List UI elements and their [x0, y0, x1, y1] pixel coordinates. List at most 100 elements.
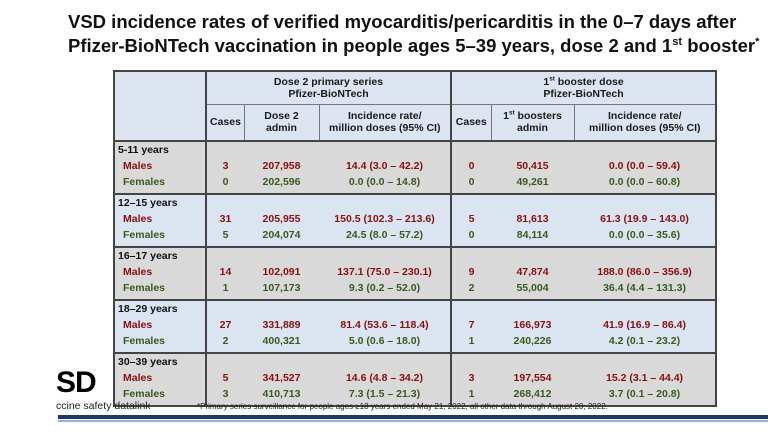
- cell: [244, 352, 319, 370]
- cell: 50,415: [491, 158, 575, 174]
- cell: [574, 246, 717, 264]
- title-text: Pfizer-BioNTech vaccination in people ag…: [68, 35, 673, 56]
- cell: 240,226: [491, 333, 575, 353]
- cell: 0.0 (0.0 – 59.4): [574, 158, 717, 174]
- cell: 102,091: [244, 264, 319, 280]
- cell: [450, 352, 492, 370]
- header-line: admin: [517, 122, 548, 135]
- cell: 400,321: [244, 333, 319, 353]
- cell: 107,173: [244, 280, 319, 300]
- header-line: Pfizer-BioNTech: [288, 87, 369, 100]
- cell: 5: [205, 370, 244, 386]
- cell: [205, 299, 244, 317]
- title-mark: *: [755, 35, 760, 48]
- cell: 0.0 (0.0 – 60.8): [574, 174, 717, 194]
- cell: 81.4 (53.6 – 118.4): [319, 317, 452, 333]
- data-row: Females 0 202,596 0.0 (0.0 – 14.8) 0 49,261 0.…: [114, 174, 717, 194]
- data-row: Females 5 204,074 24.5 (8.0 – 57.2) 0 84,114 0…: [114, 227, 717, 247]
- cell: 1: [205, 280, 244, 300]
- group-row: 30–39 years: [114, 352, 717, 370]
- group-header: 1st booster dose Pfizer-BioNTech: [450, 70, 717, 105]
- cell: 7: [450, 317, 492, 333]
- cell: 2: [450, 280, 492, 300]
- cell: 137.1 (75.0 – 230.1): [319, 264, 452, 280]
- header-line: admin: [266, 122, 297, 135]
- group-row: 16–17 years: [114, 246, 717, 264]
- group-header: Dose 2 primary series Pfizer-BioNTech: [204, 70, 452, 105]
- sex-label: Males: [114, 158, 206, 174]
- cell: 0: [450, 158, 492, 174]
- sex-label: Males: [114, 317, 206, 333]
- cell: [319, 352, 452, 370]
- header-text: Incidence rate/: [608, 110, 682, 123]
- cell: 3.7 (0.1 – 20.8): [574, 386, 717, 406]
- header-sup: st: [509, 109, 515, 117]
- cell: 0.0 (0.0 – 14.8): [319, 174, 452, 194]
- cell: 1: [450, 333, 492, 353]
- cell: [205, 193, 244, 211]
- cell: [244, 193, 319, 211]
- header-line: 1st booster dose: [455, 76, 712, 88]
- logo-mark: SD: [56, 366, 97, 399]
- cell: [450, 193, 492, 211]
- cell: 410,713: [244, 386, 319, 406]
- cell: 331,889: [244, 317, 319, 333]
- cell: 81,613: [491, 211, 575, 227]
- column-header: Cases: [205, 103, 245, 142]
- title-text: booster: [682, 35, 756, 56]
- group-label: 18–29 years: [114, 299, 206, 317]
- title-line: Pfizer-BioNTech vaccination in people ag…: [68, 34, 759, 58]
- header-line: Dose 2 primary series: [210, 76, 447, 88]
- cell: 7.3 (1.5 – 21.3): [319, 386, 452, 406]
- cell: 0: [205, 174, 244, 194]
- cell: [574, 140, 717, 158]
- header-line: Dose 2: [248, 110, 316, 122]
- cell: [491, 193, 575, 211]
- header-line: Incidence rate/: [578, 110, 713, 122]
- cell: [450, 299, 492, 317]
- column-header: Incidence rate/million doses (95% CI): [318, 103, 452, 142]
- cell: [491, 352, 575, 370]
- cell: 207,958: [244, 158, 319, 174]
- cell: 204,074: [244, 227, 319, 247]
- cell: 1: [450, 386, 492, 406]
- cell: 24.5 (8.0 – 57.2): [319, 227, 452, 247]
- column-header: Cases: [450, 103, 492, 142]
- cell: [205, 246, 244, 264]
- header-text: Incidence rate/: [347, 110, 422, 123]
- data-row: Males 5 341,527 14.6 (4.8 – 34.2) 3 197,554 15…: [114, 370, 717, 386]
- data-row: Males 3 207,958 14.4 (3.0 – 42.2) 0 50,415 0.0…: [114, 158, 717, 174]
- cell: [450, 246, 492, 264]
- group-label: 5-11 years: [114, 140, 206, 158]
- header-line: 1st boosters: [495, 110, 571, 122]
- cell: [574, 299, 717, 317]
- cell: 3: [205, 386, 244, 406]
- cell: 0: [450, 174, 492, 194]
- group-row: 5-11 years: [114, 140, 717, 158]
- footnote: *Primary series surveillance for people …: [197, 402, 608, 411]
- cell: 15.2 (3.1 – 44.4): [574, 370, 717, 386]
- group-row: 12–15 years: [114, 193, 717, 211]
- cell: 9.3 (0.2 – 52.0): [319, 280, 452, 300]
- incidence-table: Dose 2 primary series Pfizer-BioNTech 1st …: [113, 70, 718, 407]
- cell: 84,114: [491, 227, 575, 247]
- cell: 27: [205, 317, 244, 333]
- title-line: VSD incidence rates of verified myocardi…: [68, 11, 737, 32]
- cell: 202,596: [244, 174, 319, 194]
- cell: 0: [450, 227, 492, 247]
- group-label: 16–17 years: [114, 246, 206, 264]
- data-row: Males 27 331,889 81.4 (53.6 – 118.4) 7 166,97…: [114, 317, 717, 333]
- cell: [244, 246, 319, 264]
- header-text: Dose 2: [264, 110, 299, 123]
- cell: 205,955: [244, 211, 319, 227]
- cell: [319, 246, 452, 264]
- cell: 150.5 (102.3 – 213.6): [319, 211, 452, 227]
- cell: [491, 140, 575, 158]
- data-row: Females 1 107,173 9.3 (0.2 – 52.0) 2 55,004 36…: [114, 280, 717, 300]
- cell: [574, 352, 717, 370]
- cell: [319, 193, 452, 211]
- sex-label: Females: [114, 227, 206, 247]
- cell: [244, 299, 319, 317]
- cell: [205, 352, 244, 370]
- cell: 14.4 (3.0 – 42.2): [319, 158, 452, 174]
